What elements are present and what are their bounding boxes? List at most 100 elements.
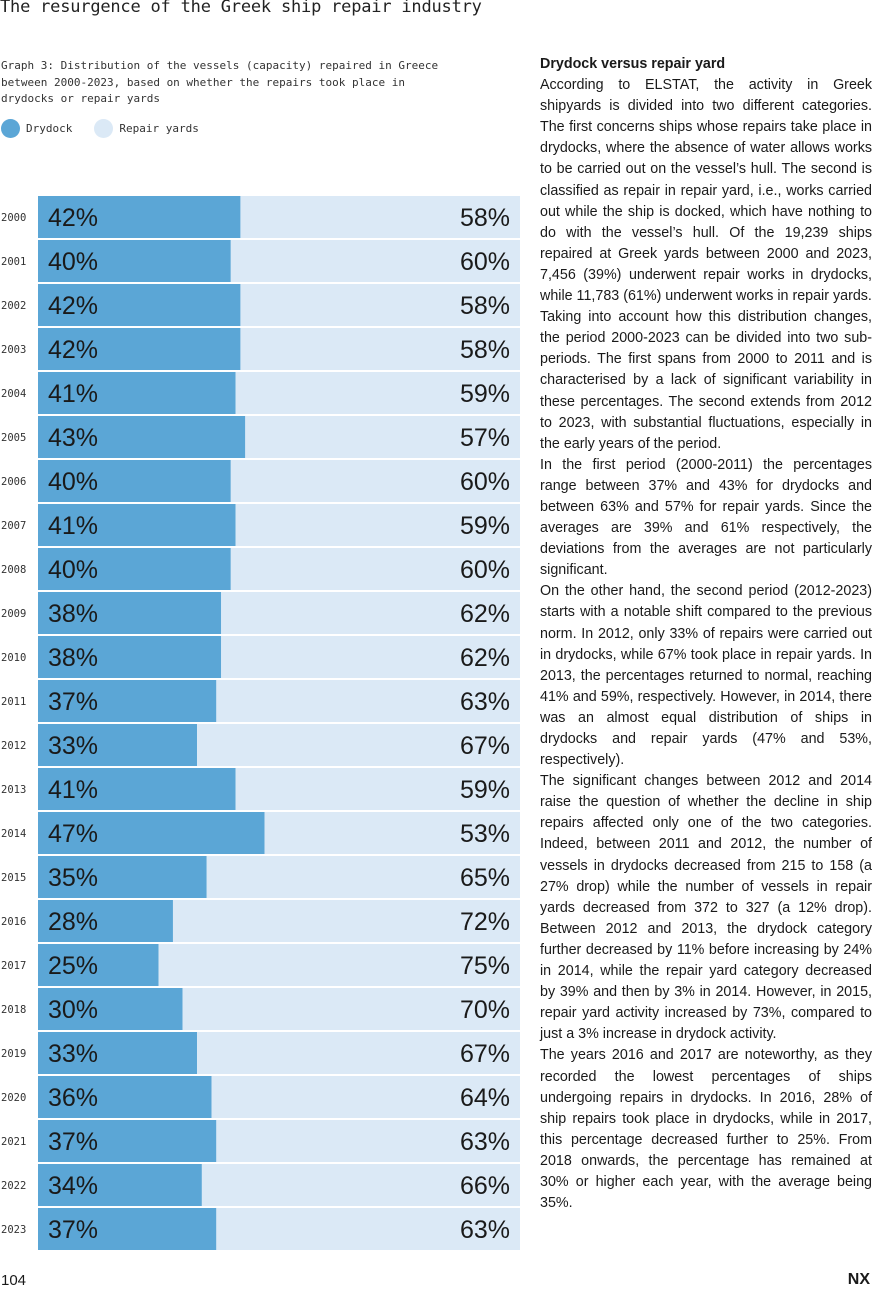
bar-drydock <box>38 504 236 546</box>
bar-drydock <box>38 592 222 634</box>
article-column: Drydock versus repair yard According to … <box>540 54 872 1214</box>
data-label-drydock: 36% <box>48 1084 98 1112</box>
data-label-repair-yards: 60% <box>460 556 510 584</box>
data-label-repair-yards: 57% <box>460 424 510 452</box>
year-tick-label: 2012 <box>1 740 26 752</box>
data-label-drydock: 41% <box>48 512 98 540</box>
year-tick-label: 2015 <box>1 872 26 884</box>
year-tick-label: 2002 <box>1 300 26 312</box>
bar-repair-yards <box>221 592 520 634</box>
data-label-repair-yards: 58% <box>460 204 510 232</box>
data-label-repair-yards: 67% <box>460 732 510 760</box>
data-label-drydock: 28% <box>48 908 98 936</box>
data-label-repair-yards: 63% <box>460 1216 510 1244</box>
bar-repair-yards <box>201 1164 520 1206</box>
bar-drydock <box>38 460 231 502</box>
data-label-drydock: 40% <box>48 248 98 276</box>
bar-drydock <box>38 416 246 458</box>
bar-repair-yards <box>197 724 520 766</box>
bar-drydock <box>38 1208 217 1250</box>
bar-drydock <box>38 1120 217 1162</box>
year-tick-label: 2020 <box>1 1092 26 1104</box>
data-label-drydock: 41% <box>48 380 98 408</box>
data-label-repair-yards: 67% <box>460 1040 510 1068</box>
publisher-logo: NX <box>847 1271 870 1288</box>
data-label-drydock: 42% <box>48 292 98 320</box>
data-label-drydock: 34% <box>48 1172 98 1200</box>
data-label-drydock: 43% <box>48 424 98 452</box>
bar-repair-yards <box>235 768 520 810</box>
year-tick-label: 2003 <box>1 344 26 356</box>
bar-drydock <box>38 548 231 590</box>
bar-repair-yards <box>230 460 521 502</box>
article-paragraph: In the first period (2000-2011) the perc… <box>540 456 872 579</box>
bar-repair-yards <box>230 548 521 590</box>
year-tick-label: 2005 <box>1 432 26 444</box>
bar-repair-yards <box>240 196 520 238</box>
data-label-drydock: 42% <box>48 336 98 364</box>
data-label-repair-yards: 58% <box>460 336 510 364</box>
year-tick-label: 2019 <box>1 1048 26 1060</box>
data-label-repair-yards: 75% <box>460 952 510 980</box>
running-title: The resurgence of the Greek ship repair … <box>0 0 482 17</box>
bar-repair-yards <box>245 416 520 458</box>
year-tick-label: 2000 <box>1 212 26 224</box>
data-label-drydock: 33% <box>48 732 98 760</box>
bar-repair-yards <box>216 1208 520 1250</box>
bar-repair-yards <box>235 372 520 414</box>
article-paragraph: The significant changes between 2012 and… <box>540 773 872 1043</box>
data-label-repair-yards: 59% <box>460 380 510 408</box>
stacked-bar-chart: 2000 42% 58% 2001 40% 60% 2002 42% 58% 2003 42% 58%… <box>1 196 521 1250</box>
bar-repair-yards <box>264 812 520 854</box>
bar-drydock <box>38 1164 202 1206</box>
data-label-drydock: 25% <box>48 952 98 980</box>
data-label-drydock: 38% <box>48 600 98 628</box>
bar-drydock <box>38 724 198 766</box>
year-tick-label: 2009 <box>1 608 26 620</box>
data-label-repair-yards: 60% <box>460 248 510 276</box>
legend-swatch-repair-yards <box>94 118 114 138</box>
article-paragraph: The years 2016 and 2017 are noteworthy, … <box>540 1047 872 1212</box>
data-label-repair-yards: 63% <box>460 688 510 716</box>
year-tick-label: 2023 <box>1 1224 26 1236</box>
data-label-repair-yards: 62% <box>460 600 510 628</box>
data-label-drydock: 47% <box>48 820 98 848</box>
article-paragraph: On the other hand, the second period (20… <box>540 583 872 769</box>
data-label-repair-yards: 63% <box>460 1128 510 1156</box>
year-tick-label: 2016 <box>1 916 26 928</box>
bar-drydock <box>38 812 265 854</box>
data-label-repair-yards: 53% <box>460 820 510 848</box>
bar-repair-yards <box>197 1032 520 1074</box>
data-label-repair-yards: 70% <box>460 996 510 1024</box>
data-label-repair-yards: 58% <box>460 292 510 320</box>
legend-label-drydock: Drydock <box>26 121 73 135</box>
bar-repair-yards <box>158 944 520 986</box>
year-tick-label: 2013 <box>1 784 26 796</box>
article-heading: Drydock versus repair yard <box>540 56 726 72</box>
data-label-drydock: 37% <box>48 688 98 716</box>
data-label-drydock: 30% <box>48 996 98 1024</box>
data-label-repair-yards: 65% <box>460 864 510 892</box>
data-label-drydock: 42% <box>48 204 98 232</box>
data-label-drydock: 38% <box>48 644 98 672</box>
year-tick-label: 2017 <box>1 960 26 972</box>
data-label-repair-yards: 59% <box>460 776 510 804</box>
bar-drydock <box>38 1076 212 1118</box>
bar-drydock <box>38 944 159 986</box>
data-label-drydock: 33% <box>48 1040 98 1068</box>
bar-drydock <box>38 900 173 942</box>
bar-drydock <box>38 636 222 678</box>
bar-repair-yards <box>172 900 520 942</box>
bar-repair-yards <box>240 328 520 370</box>
data-label-drydock: 40% <box>48 556 98 584</box>
bar-repair-yards <box>240 284 520 326</box>
bar-drydock <box>38 988 183 1030</box>
bar-repair-yards <box>230 240 521 282</box>
bar-repair-yards <box>211 1076 520 1118</box>
bar-drydock <box>38 284 241 326</box>
chart-caption: Graph 3: Distribution of the vessels (ca… <box>1 59 439 105</box>
chart-legend: Drydock Repair yards <box>1 118 221 138</box>
data-label-repair-yards: 62% <box>460 644 510 672</box>
year-tick-label: 2014 <box>1 828 26 840</box>
bar-drydock <box>38 196 241 238</box>
